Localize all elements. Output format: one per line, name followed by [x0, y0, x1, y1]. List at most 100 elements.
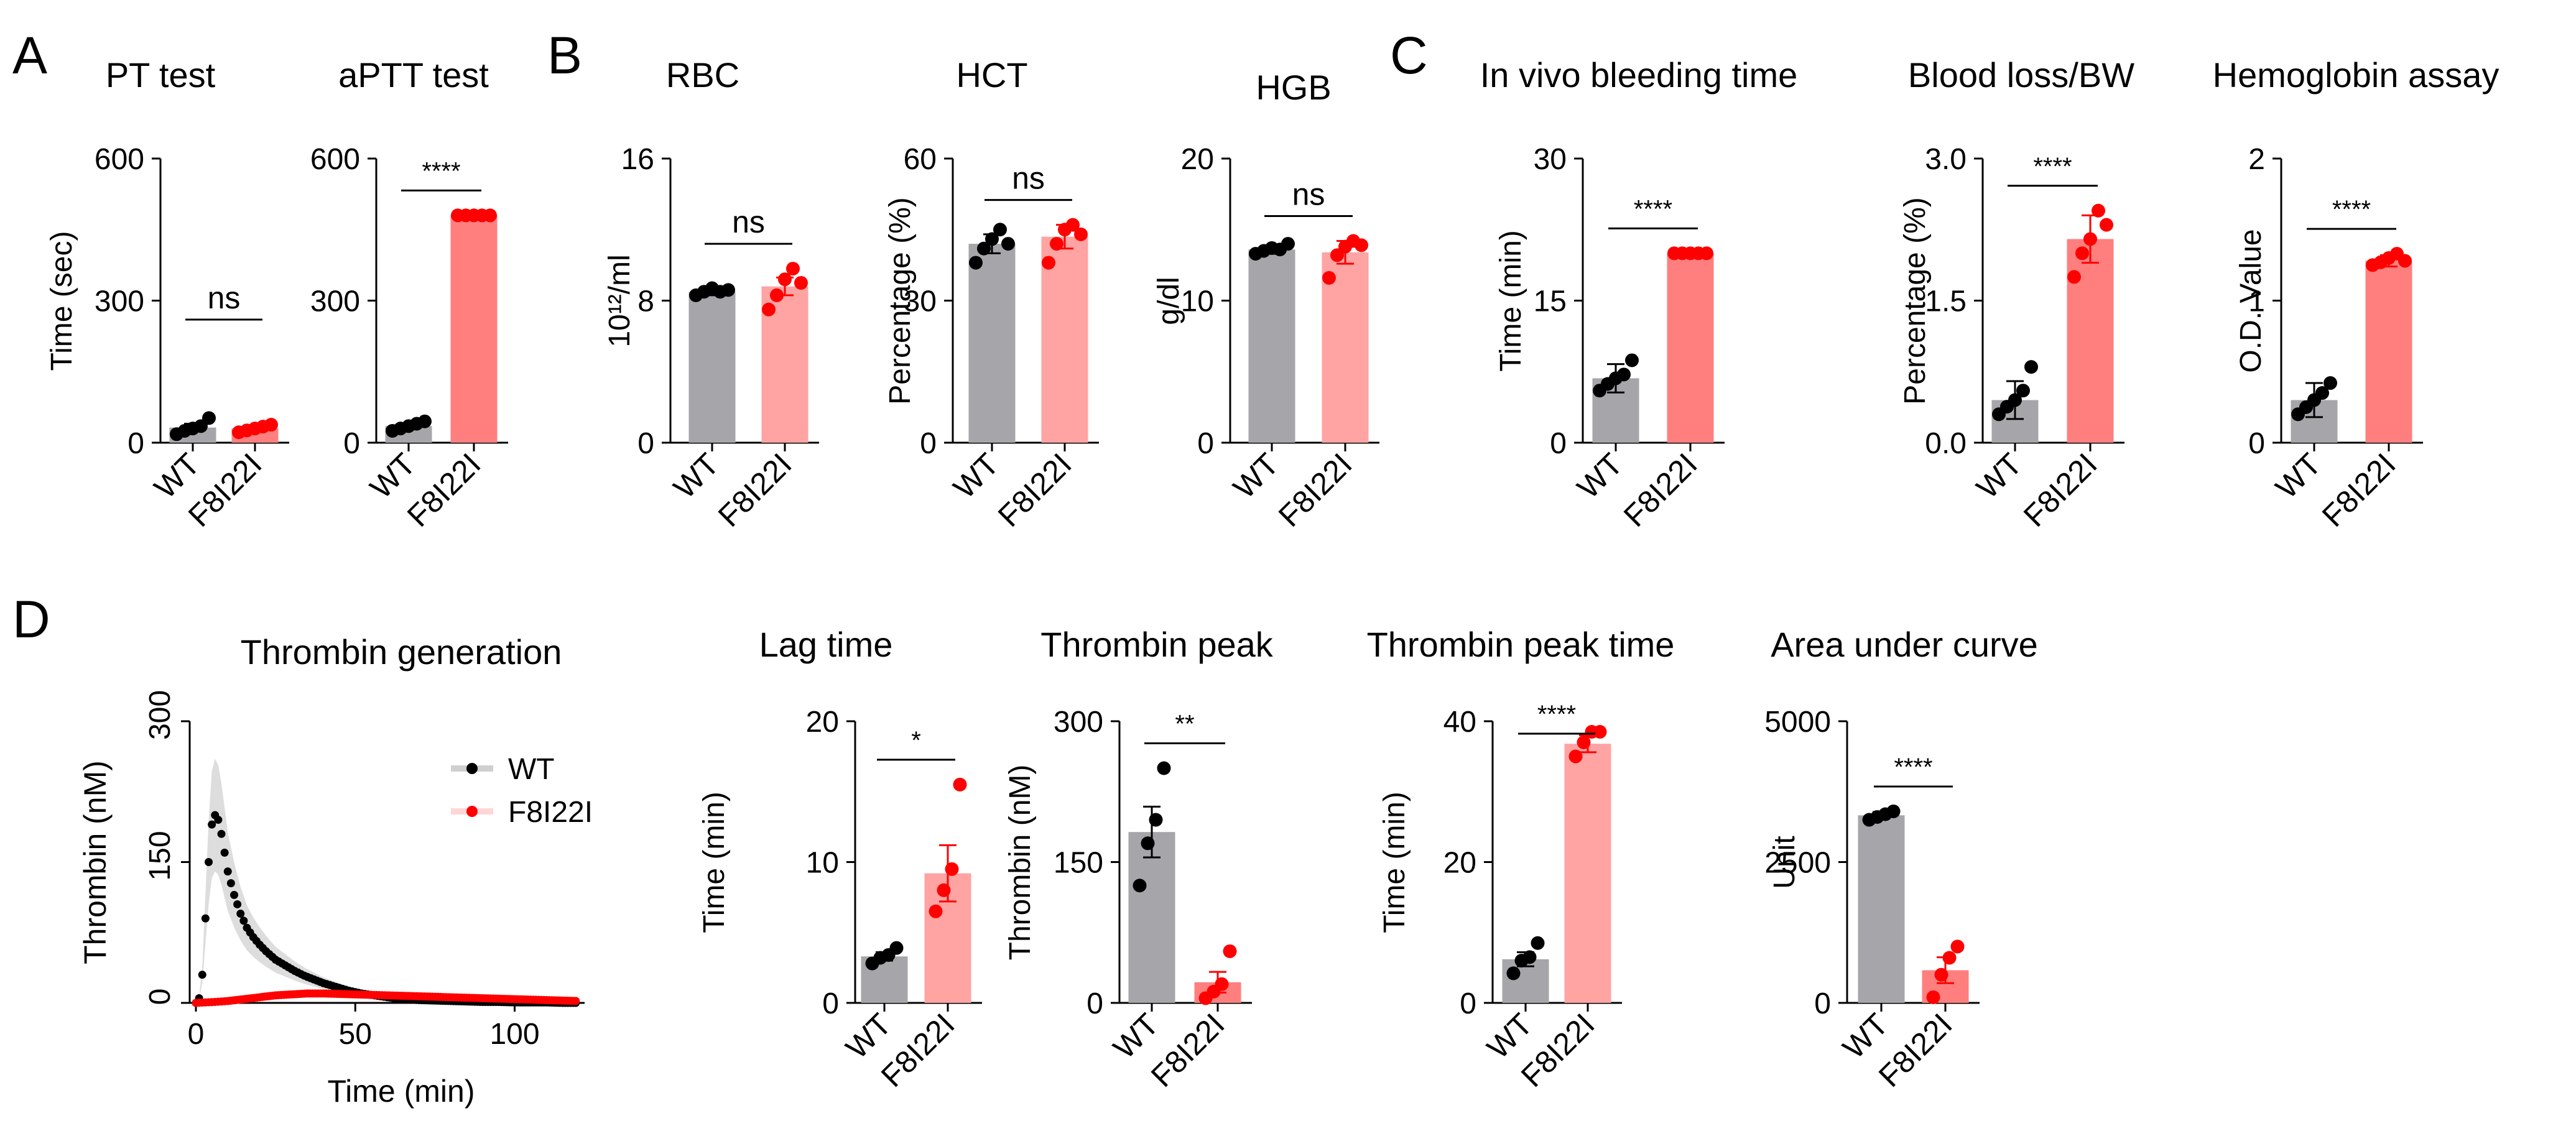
- panel-letter-d: D: [12, 590, 50, 648]
- chart-title: Area under curve: [1771, 625, 2038, 664]
- significance-label: ****: [2332, 196, 2371, 223]
- data-point: [1141, 836, 1155, 851]
- x-axis-label: Time (min): [327, 1074, 475, 1109]
- chart-title: Thrombin generation: [241, 632, 562, 671]
- x-tick-label: WT: [1970, 446, 2029, 505]
- y-tick-label: 20: [806, 706, 839, 739]
- series-point: [572, 997, 580, 1005]
- y-axis-label: Thrombin (nM): [78, 760, 113, 964]
- y-tick-label: 1: [2248, 285, 2265, 318]
- y-tick-label: 0: [1814, 987, 1831, 1020]
- x-tick-label: F8I22I: [401, 446, 488, 533]
- bar-f8i22i: [450, 215, 498, 443]
- data-point: [1625, 353, 1639, 367]
- y-tick-label: 5000: [1764, 706, 1831, 739]
- chart-title: HGB: [1256, 68, 1331, 107]
- y-tick-label: 30: [904, 285, 937, 318]
- data-point: [2100, 218, 2113, 232]
- y-tick-label: 2: [2248, 143, 2265, 176]
- chart-title: In vivo bleeding time: [1480, 55, 1798, 95]
- data-point: [1531, 936, 1545, 950]
- series-point: [226, 879, 235, 887]
- data-point: [1001, 237, 1015, 251]
- data-point: [1223, 944, 1237, 958]
- series-point: [236, 910, 245, 918]
- data-point: [1617, 367, 1631, 382]
- x-tick-label: 50: [339, 1018, 372, 1051]
- bar-wt: [968, 244, 1016, 443]
- y-axis-label: g/dl: [1152, 277, 1185, 325]
- y-tick-label: 2500: [1764, 847, 1831, 880]
- data-point: [1522, 950, 1537, 964]
- data-point: [1568, 749, 1583, 764]
- data-point: [770, 288, 784, 302]
- y-tick-label: 0: [1460, 987, 1476, 1020]
- y-tick-label: 0: [920, 427, 937, 460]
- significance-label: ns: [208, 280, 241, 315]
- data-point: [1593, 724, 1607, 739]
- y-tick-label: 20: [1443, 847, 1476, 880]
- x-tick-label: F8I22I: [2315, 446, 2402, 533]
- y-tick-label: 0: [144, 989, 177, 1005]
- data-point: [969, 256, 983, 270]
- x-tick-label: 0: [188, 1018, 205, 1051]
- series-point: [198, 971, 206, 979]
- y-tick-label: 300: [95, 285, 144, 318]
- chart-auc: Area under curve025005000WTF8I22IUnit***…: [1764, 625, 2038, 1094]
- series-point: [230, 890, 238, 899]
- series-point: [208, 820, 216, 829]
- significance-label: ****: [422, 157, 460, 185]
- data-point: [1133, 879, 1147, 893]
- data-point: [1886, 804, 1901, 818]
- x-tick-label: F8I22I: [874, 1007, 961, 1094]
- data-point: [2016, 384, 2030, 398]
- y-tick-label: 0: [1197, 427, 1214, 460]
- data-point: [1215, 977, 1229, 991]
- chart-title: PT test: [106, 55, 216, 95]
- significance-label: ****: [1634, 195, 1672, 223]
- data-point: [2067, 270, 2081, 284]
- bar-f8i22i: [1041, 236, 1088, 443]
- y-tick-label: 30: [1534, 143, 1567, 176]
- significance-label: **: [1175, 711, 1194, 738]
- data-point: [1330, 248, 1344, 262]
- data-point: [2083, 232, 2097, 246]
- bar-wt: [688, 292, 736, 443]
- y-tick-label: 10: [1181, 285, 1214, 318]
- significance-label: ns: [1292, 177, 1325, 212]
- significance-label: ****: [2033, 153, 2072, 180]
- series-point: [205, 858, 213, 866]
- y-tick-label: 150: [144, 831, 177, 880]
- x-tick-label: F8I22I: [711, 446, 799, 533]
- chart-title: Blood loss/BW: [1908, 55, 2134, 95]
- series-point: [233, 900, 242, 908]
- panel-letter-a: A: [12, 26, 47, 85]
- panel-letter-c: C: [1390, 26, 1428, 85]
- chart-title: Thrombin peak time: [1367, 625, 1675, 664]
- chart-title: Thrombin peak: [1040, 625, 1274, 664]
- y-axis-label: Percentage (%): [1899, 197, 1932, 405]
- bar-wt: [1858, 815, 1905, 1003]
- chart-title: Lag time: [759, 625, 893, 664]
- x-tick-label: F8I22I: [1617, 446, 1704, 533]
- y-tick-label: 0: [822, 987, 839, 1020]
- y-tick-label: 600: [95, 143, 144, 176]
- y-tick-label: 300: [1054, 706, 1103, 739]
- y-tick-label: 1.5: [1925, 285, 1967, 318]
- data-point: [1934, 967, 1948, 982]
- series-point: [223, 867, 232, 876]
- bar-wt: [1248, 249, 1295, 443]
- y-tick-label: 300: [144, 690, 177, 740]
- series-f8i22i: [192, 989, 580, 1007]
- data-point: [2315, 386, 2329, 400]
- x-tick-label: WT: [2269, 446, 2328, 505]
- x-tick-label: WT: [1570, 446, 1629, 505]
- y-tick-label: 16: [621, 143, 654, 176]
